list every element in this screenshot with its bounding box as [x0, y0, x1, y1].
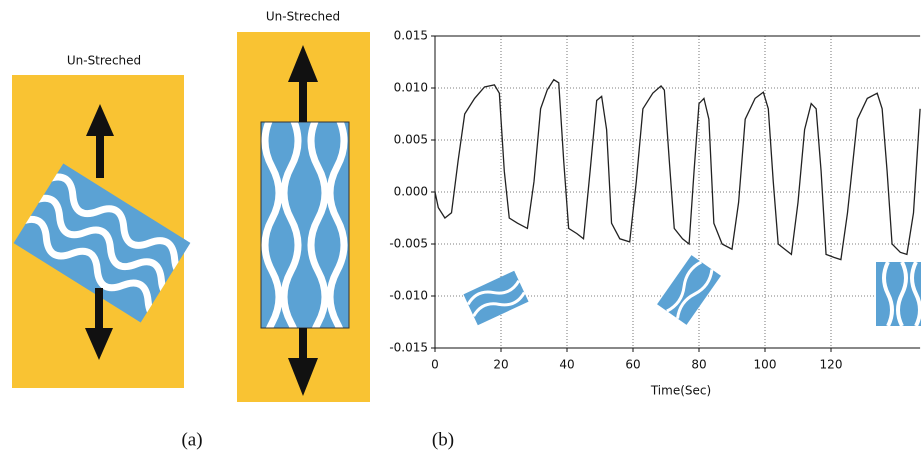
insets: [463, 255, 921, 327]
y-tick-label: -0.010: [389, 289, 428, 303]
x-tick-label: 0: [431, 358, 439, 372]
y-tick-label: -0.015: [389, 341, 428, 355]
x-tick-label: 120: [820, 358, 843, 372]
x-tick-label: 60: [625, 358, 640, 372]
y-tick-label: 0.010: [394, 81, 428, 95]
y-tick-label: -0.005: [389, 237, 428, 251]
y-tick-label: 0.005: [394, 133, 428, 147]
y-tick-label: 0.015: [394, 29, 428, 43]
caption: (b): [432, 429, 454, 450]
y-tick-label: 0.000: [394, 185, 428, 199]
data-line: [435, 78, 921, 261]
x-axis-label: Time(Sec): [650, 384, 711, 398]
panel-label: Un-Streched: [266, 10, 340, 24]
panel-label: Un-Streched: [67, 54, 141, 68]
caption: (a): [181, 429, 202, 450]
x-tick-label: 100: [754, 358, 777, 372]
panel-b: Un-Streched (b): [237, 10, 454, 450]
x-tick-label: 40: [559, 358, 574, 372]
x-tick-label: 20: [493, 358, 508, 372]
x-tick-label: 80: [691, 358, 706, 372]
panel-a: Un-Streched (a): [12, 54, 203, 450]
